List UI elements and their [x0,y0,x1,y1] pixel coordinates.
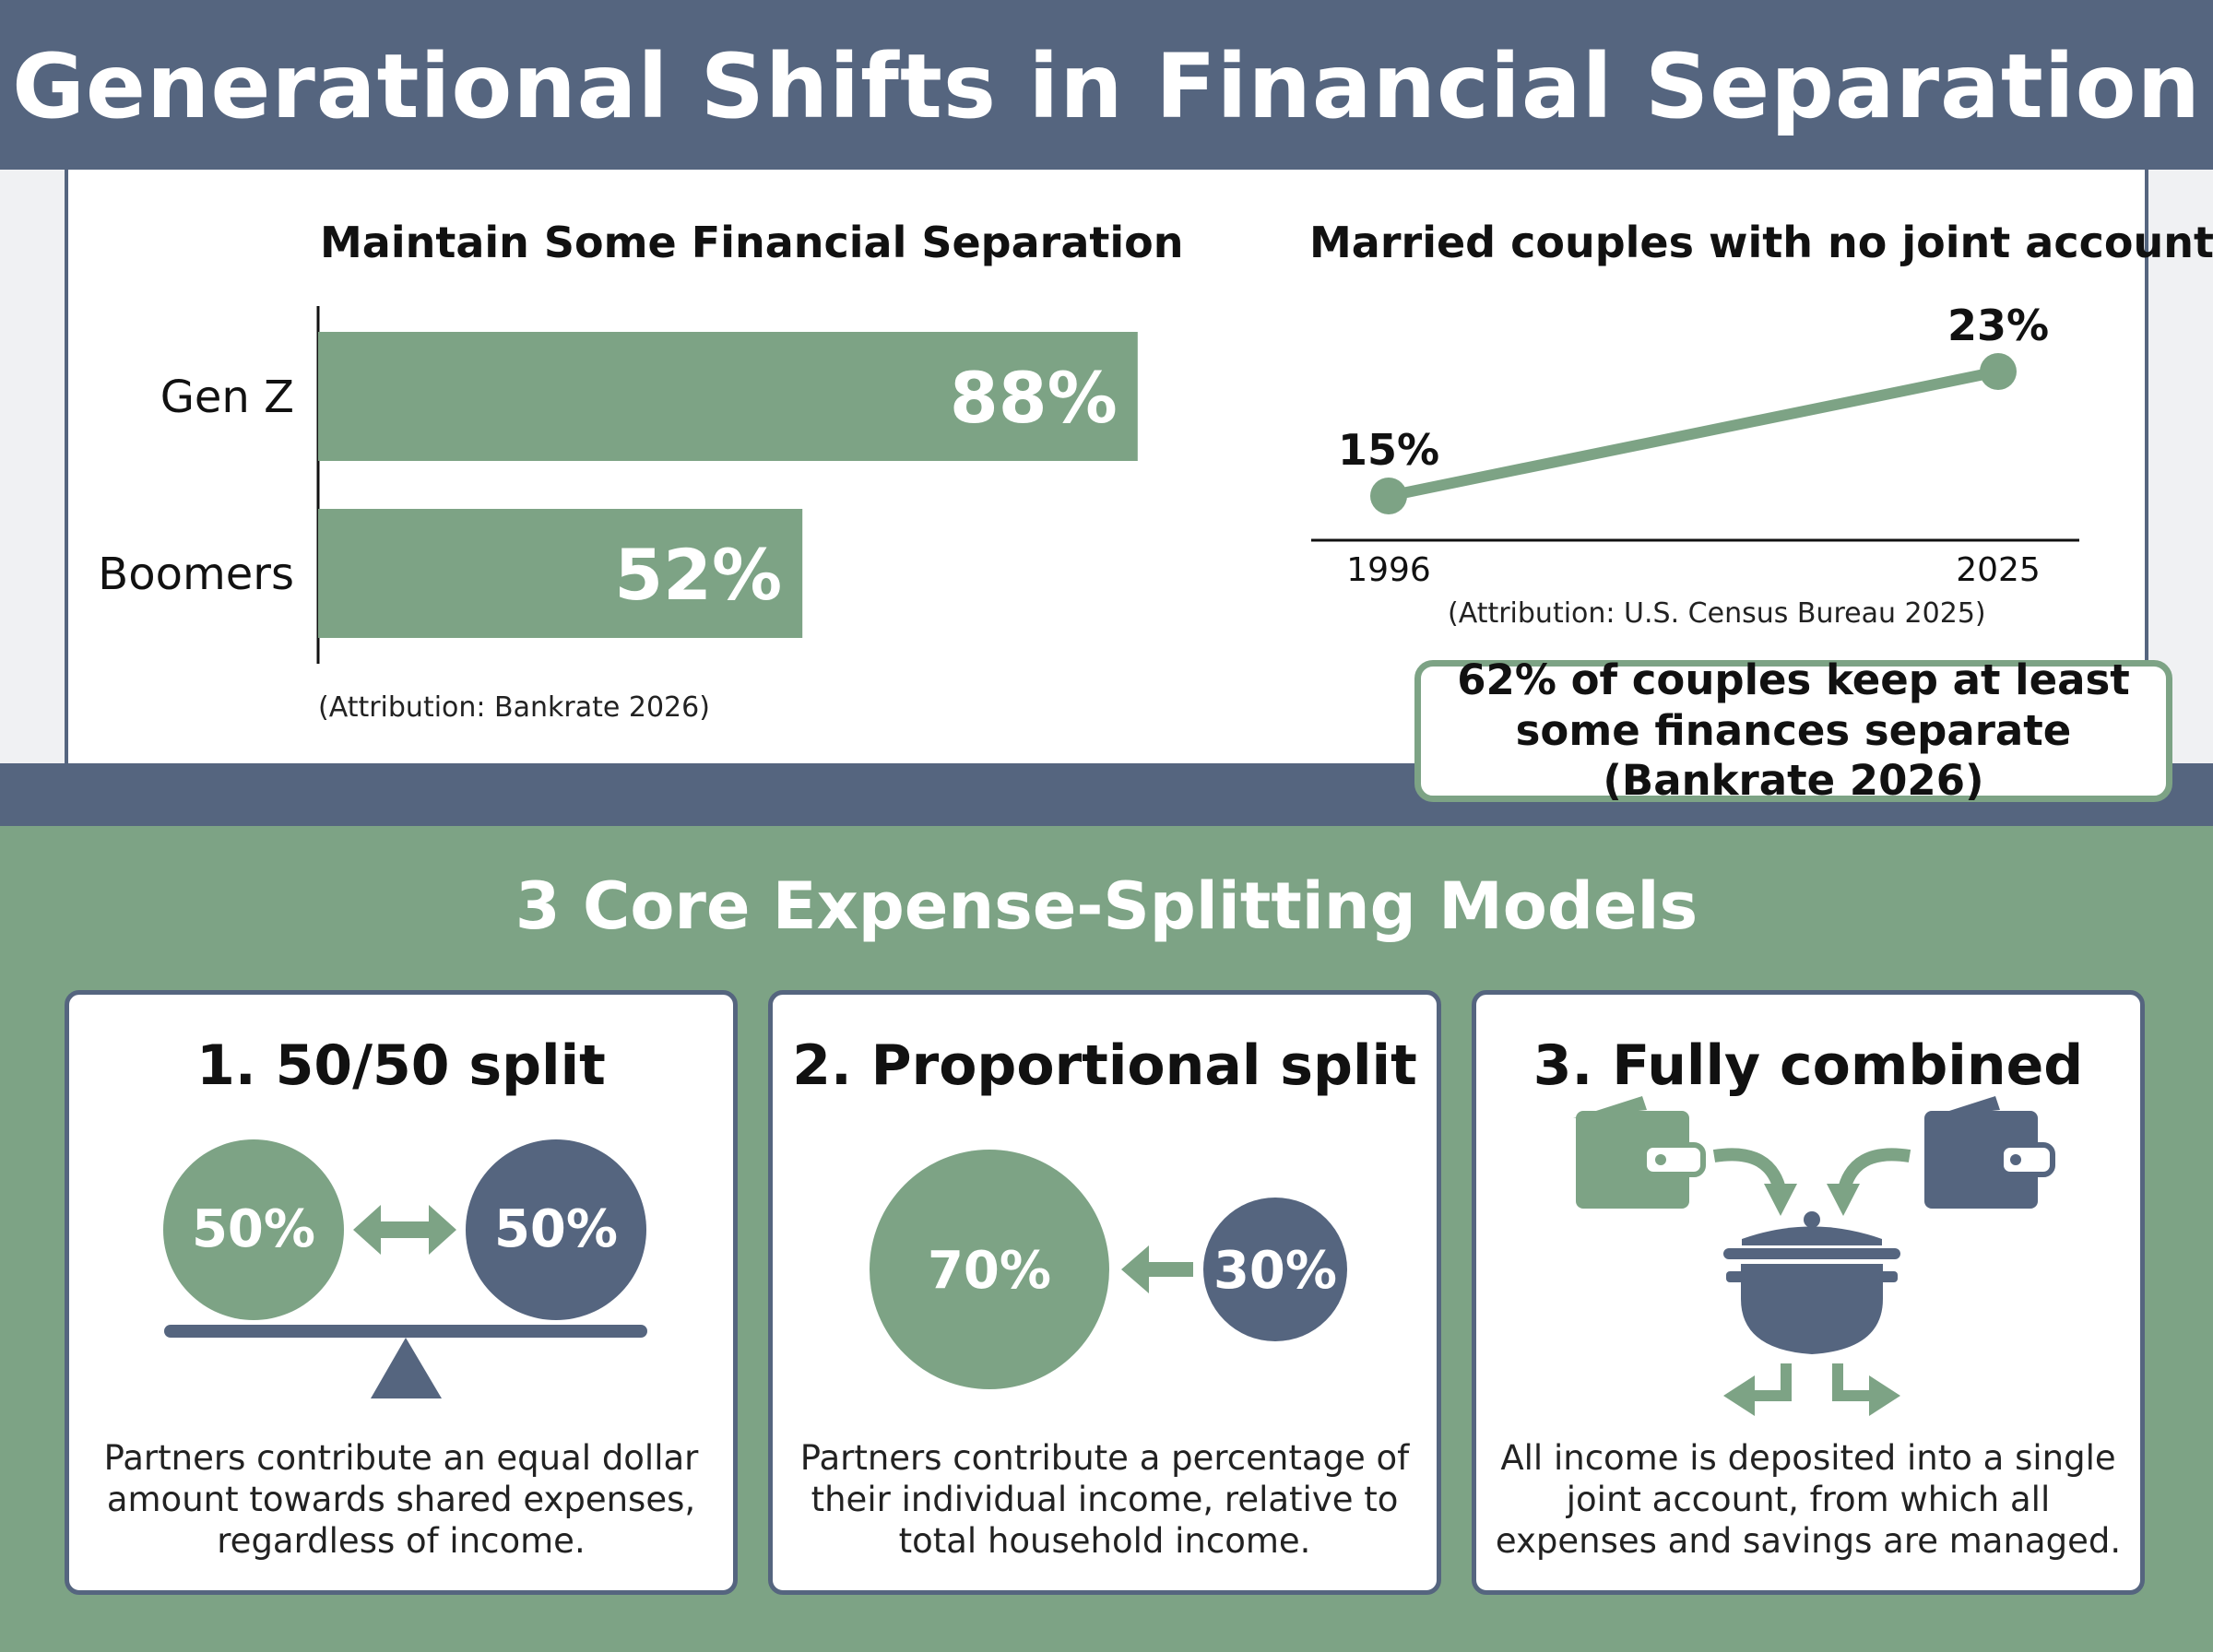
category-label: Boomers [98,549,294,600]
line-chart: 15% 1996 23% 2025 [1311,301,2079,589]
bar-value-label: 88% [950,357,1118,439]
model-card-5050: 1. 50/50 split 50% 50% Partners contribu… [65,990,738,1595]
wallet-icon [1573,1096,1706,1209]
bar-chart: Gen Z 88% Boomers 52% [98,306,1138,664]
line-chart-title: Married couples with no joint accounts [1309,218,2213,267]
x-tick-label: 1996 [1346,551,1431,589]
card-description: All income is deposited into a single jo… [1495,1438,2122,1562]
data-point [1980,353,2017,390]
scale-fulcrum [371,1338,442,1398]
bar [318,509,803,638]
combined-icon [1573,1096,2055,1416]
card-title: 3. Fully combined [1533,1033,2084,1098]
bar-chart-attribution: (Attribution: Bankrate 2026) [318,691,710,724]
model-card-proportional: 2. Proportional split 70% 30% Partners c… [768,990,1441,1595]
pot-icon [1723,1211,1900,1354]
card-title: 1. 50/50 split [196,1033,606,1098]
left-share-label: 50% [192,1199,315,1259]
models-title: 3 Core Expense-Splitting Models [515,868,1698,944]
wallet-icon [1924,1096,2055,1209]
x-tick-label: 2025 [1956,551,2041,589]
card-description: Partners contribute an equal dollar amou… [103,1438,699,1562]
left-circle [163,1139,344,1320]
line-chart-attribution: (Attribution: U.S. Census Bureau 2025) [1448,597,1986,630]
split-arrows-icon [1753,1363,1871,1401]
right-share-label: 50% [494,1199,618,1259]
large-circle [870,1150,1109,1389]
scale-beam [164,1325,647,1338]
small-circle [1203,1198,1347,1341]
bar-value-label: 52% [614,534,782,616]
small-share-label: 30% [1213,1241,1337,1301]
page-title: Generational Shifts in Financial Separat… [12,35,2201,138]
card-title: 2. Proportional split [792,1033,1417,1098]
series-line [1383,366,2004,502]
bar-chart-title: Maintain Some Financial Separation [320,218,1184,267]
data-point [1370,478,1407,514]
card-description: Partners contribute a percentage of thei… [799,1438,1410,1562]
large-share-label: 70% [928,1241,1051,1301]
callout-text: 62% of couples keep at least some financ… [1457,655,2130,806]
model-card-combined: 3. Fully combined [1472,990,2145,1595]
data-label: 15% [1338,425,1439,475]
bar [318,332,1138,461]
header-banner: Generational Shifts in Financial Separat… [0,0,2213,170]
callout-box: 62% of couples keep at least some financ… [1414,655,2172,805]
left-margin [0,170,66,763]
balance-scale-icon: 50% 50% [163,1139,647,1398]
curved-arrow-icon [1712,1148,1911,1195]
left-arrow-icon [1121,1245,1193,1293]
proportional-icon: 70% 30% [870,1150,1347,1389]
right-circle [466,1139,646,1320]
data-label: 23% [1947,301,2049,350]
double-arrow-icon [353,1205,456,1255]
category-label: Gen Z [160,372,294,423]
